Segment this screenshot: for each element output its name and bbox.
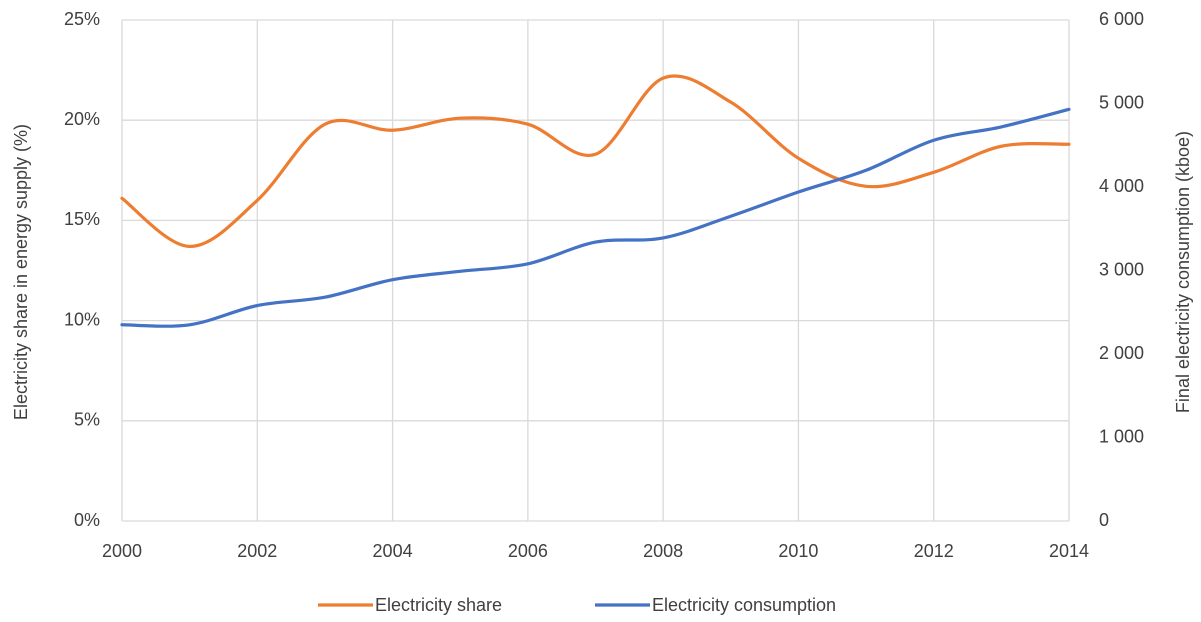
y-axis-title: Electricity share in energy supply (%) — [11, 124, 31, 420]
y-tick-label: 5% — [74, 410, 100, 430]
legend-label: Electricity consumption — [652, 595, 836, 615]
x-tick-label: 2000 — [102, 541, 142, 561]
y-tick-label: 15% — [64, 209, 100, 229]
y2-tick-label: 3 000 — [1099, 259, 1144, 279]
x-tick-label: 2010 — [778, 541, 818, 561]
y2-tick-label: 0 — [1099, 510, 1109, 530]
series-line — [120, 74, 1071, 249]
y-tick-label: 0% — [74, 510, 100, 530]
y2-tick-label: 1 000 — [1099, 426, 1144, 446]
x-tick-label: 2014 — [1049, 541, 1089, 561]
x-tick-label: 2002 — [237, 541, 277, 561]
y-tick-label: 20% — [64, 109, 100, 129]
y2-tick-label: 5 000 — [1099, 92, 1144, 112]
x-tick-label: 2012 — [914, 541, 954, 561]
y2-axis-title: Final electricity consumption (kboe) — [1173, 131, 1193, 413]
x-tick-label: 2008 — [643, 541, 683, 561]
y2-tick-label: 2 000 — [1099, 343, 1144, 363]
y2-tick-label: 6 000 — [1099, 9, 1144, 29]
x-tick-label: 2004 — [373, 541, 413, 561]
y-tick-label: 25% — [64, 9, 100, 29]
series-line — [120, 107, 1071, 328]
x-tick-label: 2006 — [508, 541, 548, 561]
y2-tick-label: 4 000 — [1099, 176, 1144, 196]
legend-label: Electricity share — [375, 595, 502, 615]
y-tick-label: 10% — [64, 309, 100, 329]
